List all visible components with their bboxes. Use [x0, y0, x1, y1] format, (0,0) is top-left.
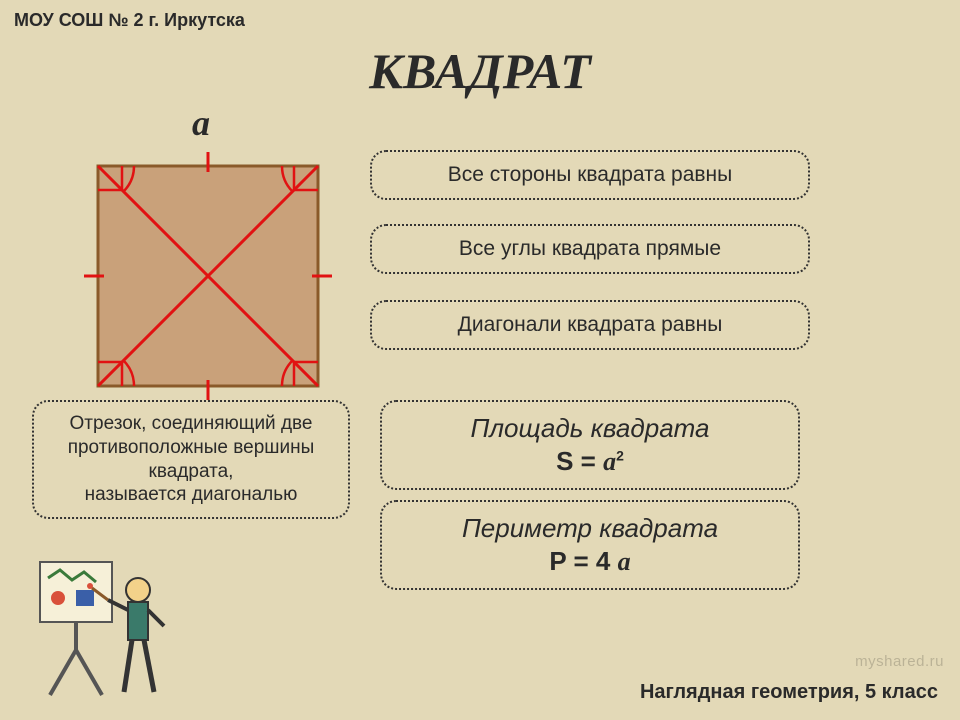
property-diagonals-equal: Диагонали квадрата равны — [370, 300, 810, 350]
property-angles-right: Все углы квадрата прямые — [370, 224, 810, 274]
clipart-easel — [30, 550, 180, 700]
perimeter-var: a — [618, 547, 631, 576]
area-var: a — [603, 447, 616, 476]
watermark: myshared.ru — [855, 653, 944, 670]
area-exp: 2 — [616, 447, 624, 463]
page-title: КВАДРАТ — [0, 42, 960, 100]
square-diagram — [78, 146, 298, 366]
property-sides-equal: Все стороны квадрата равны — [370, 150, 810, 200]
perimeter-formula: Периметр квадрата P = 4 a — [380, 500, 800, 590]
area-title: Площадь квадрата — [394, 412, 786, 445]
area-formula: Площадь квадрата S = a2 — [380, 400, 800, 490]
side-label: a — [192, 102, 210, 144]
course-footer: Наглядная геометрия, 5 класс — [640, 681, 938, 704]
perimeter-lhs: P = 4 — [549, 546, 617, 576]
school-header: МОУ СОШ № 2 г. Иркутска — [14, 10, 245, 31]
diagonal-definition: Отрезок, соединяющий две противоположные… — [32, 400, 350, 519]
area-lhs: S = — [556, 446, 603, 476]
perimeter-title: Периметр квадрата — [394, 512, 786, 545]
